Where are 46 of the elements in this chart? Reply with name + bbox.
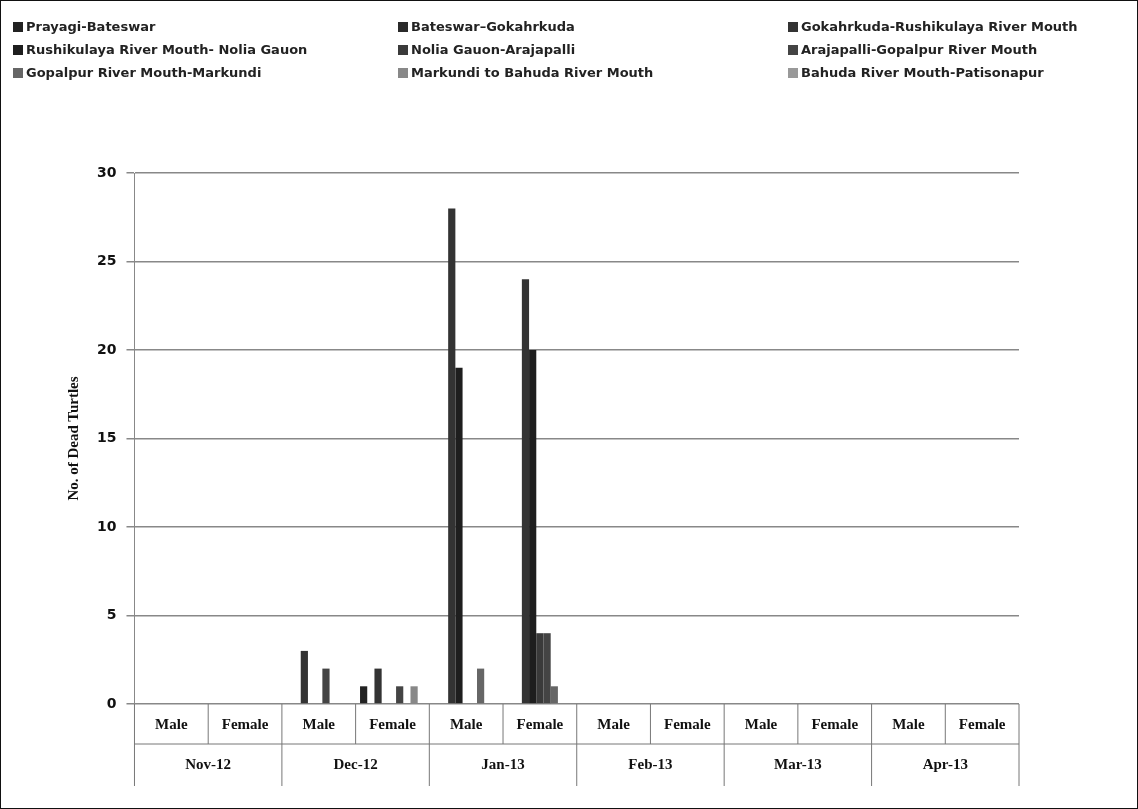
text: Dec-12 [333, 755, 378, 772]
legend-label: Gokahrkuda-Rushikulaya River Mouth [801, 19, 1078, 34]
legend-label: Nolia Gauon-Arajapalli [411, 42, 576, 57]
legend-label: Prayagi-Bateswar [26, 19, 156, 34]
bar [300, 650, 308, 704]
legend-label: Markundi to Bahuda River Mouth [411, 65, 654, 80]
text: Nov-12 [185, 755, 232, 772]
bar [396, 686, 404, 704]
x-tick-label: Male [449, 715, 483, 732]
y-tick-label: 5 [106, 606, 117, 623]
bar [360, 686, 368, 704]
x-tick-label: Female [516, 715, 564, 732]
text: Mar-13 [773, 755, 822, 772]
y-tick-label: 15 [97, 429, 117, 446]
bar [374, 668, 382, 704]
x-tick-label: Female [369, 715, 417, 732]
y-tick-label: 0 [106, 694, 117, 711]
y-tick-label: 20 [97, 340, 117, 357]
bar [476, 668, 485, 704]
x-tick-label: Female [958, 715, 1006, 732]
x-tick-label: Female [811, 715, 859, 732]
bar [529, 350, 537, 704]
x-tick-label: Male [892, 715, 926, 732]
legend-label: Rushikulaya River Mouth- Nolia Gauon [26, 42, 308, 57]
legend-label: Bateswar–Gokahrkuda [411, 19, 575, 34]
x-tick-label: Male [302, 715, 336, 732]
bar [550, 686, 558, 704]
text: Apr-13 [922, 755, 968, 772]
text: Feb-13 [628, 755, 673, 772]
x-tick-label: Male [597, 715, 631, 732]
legend-label: Bahuda River Mouth-Patisonapur [801, 65, 1044, 80]
x-tick-label: Male [744, 715, 778, 732]
bar [322, 668, 330, 704]
text: Jan-13 [481, 755, 525, 772]
bar [448, 208, 456, 704]
bar [455, 367, 463, 704]
y-tick-label: 30 [97, 163, 117, 180]
x-tick-label: Female [663, 715, 711, 732]
x-tick-label: Male [155, 715, 188, 732]
x-tick-label: Female [221, 715, 269, 732]
y-axis-title: No. of Dead Turtles [64, 376, 81, 501]
y-tick-label: 10 [97, 517, 117, 534]
y-tick-label: 25 [97, 252, 117, 269]
legend-label: Gopalpur River Mouth-Markundi [26, 65, 262, 80]
legend-label: Arajapalli-Gopalpur River Mouth [801, 42, 1038, 57]
bar [521, 279, 530, 704]
